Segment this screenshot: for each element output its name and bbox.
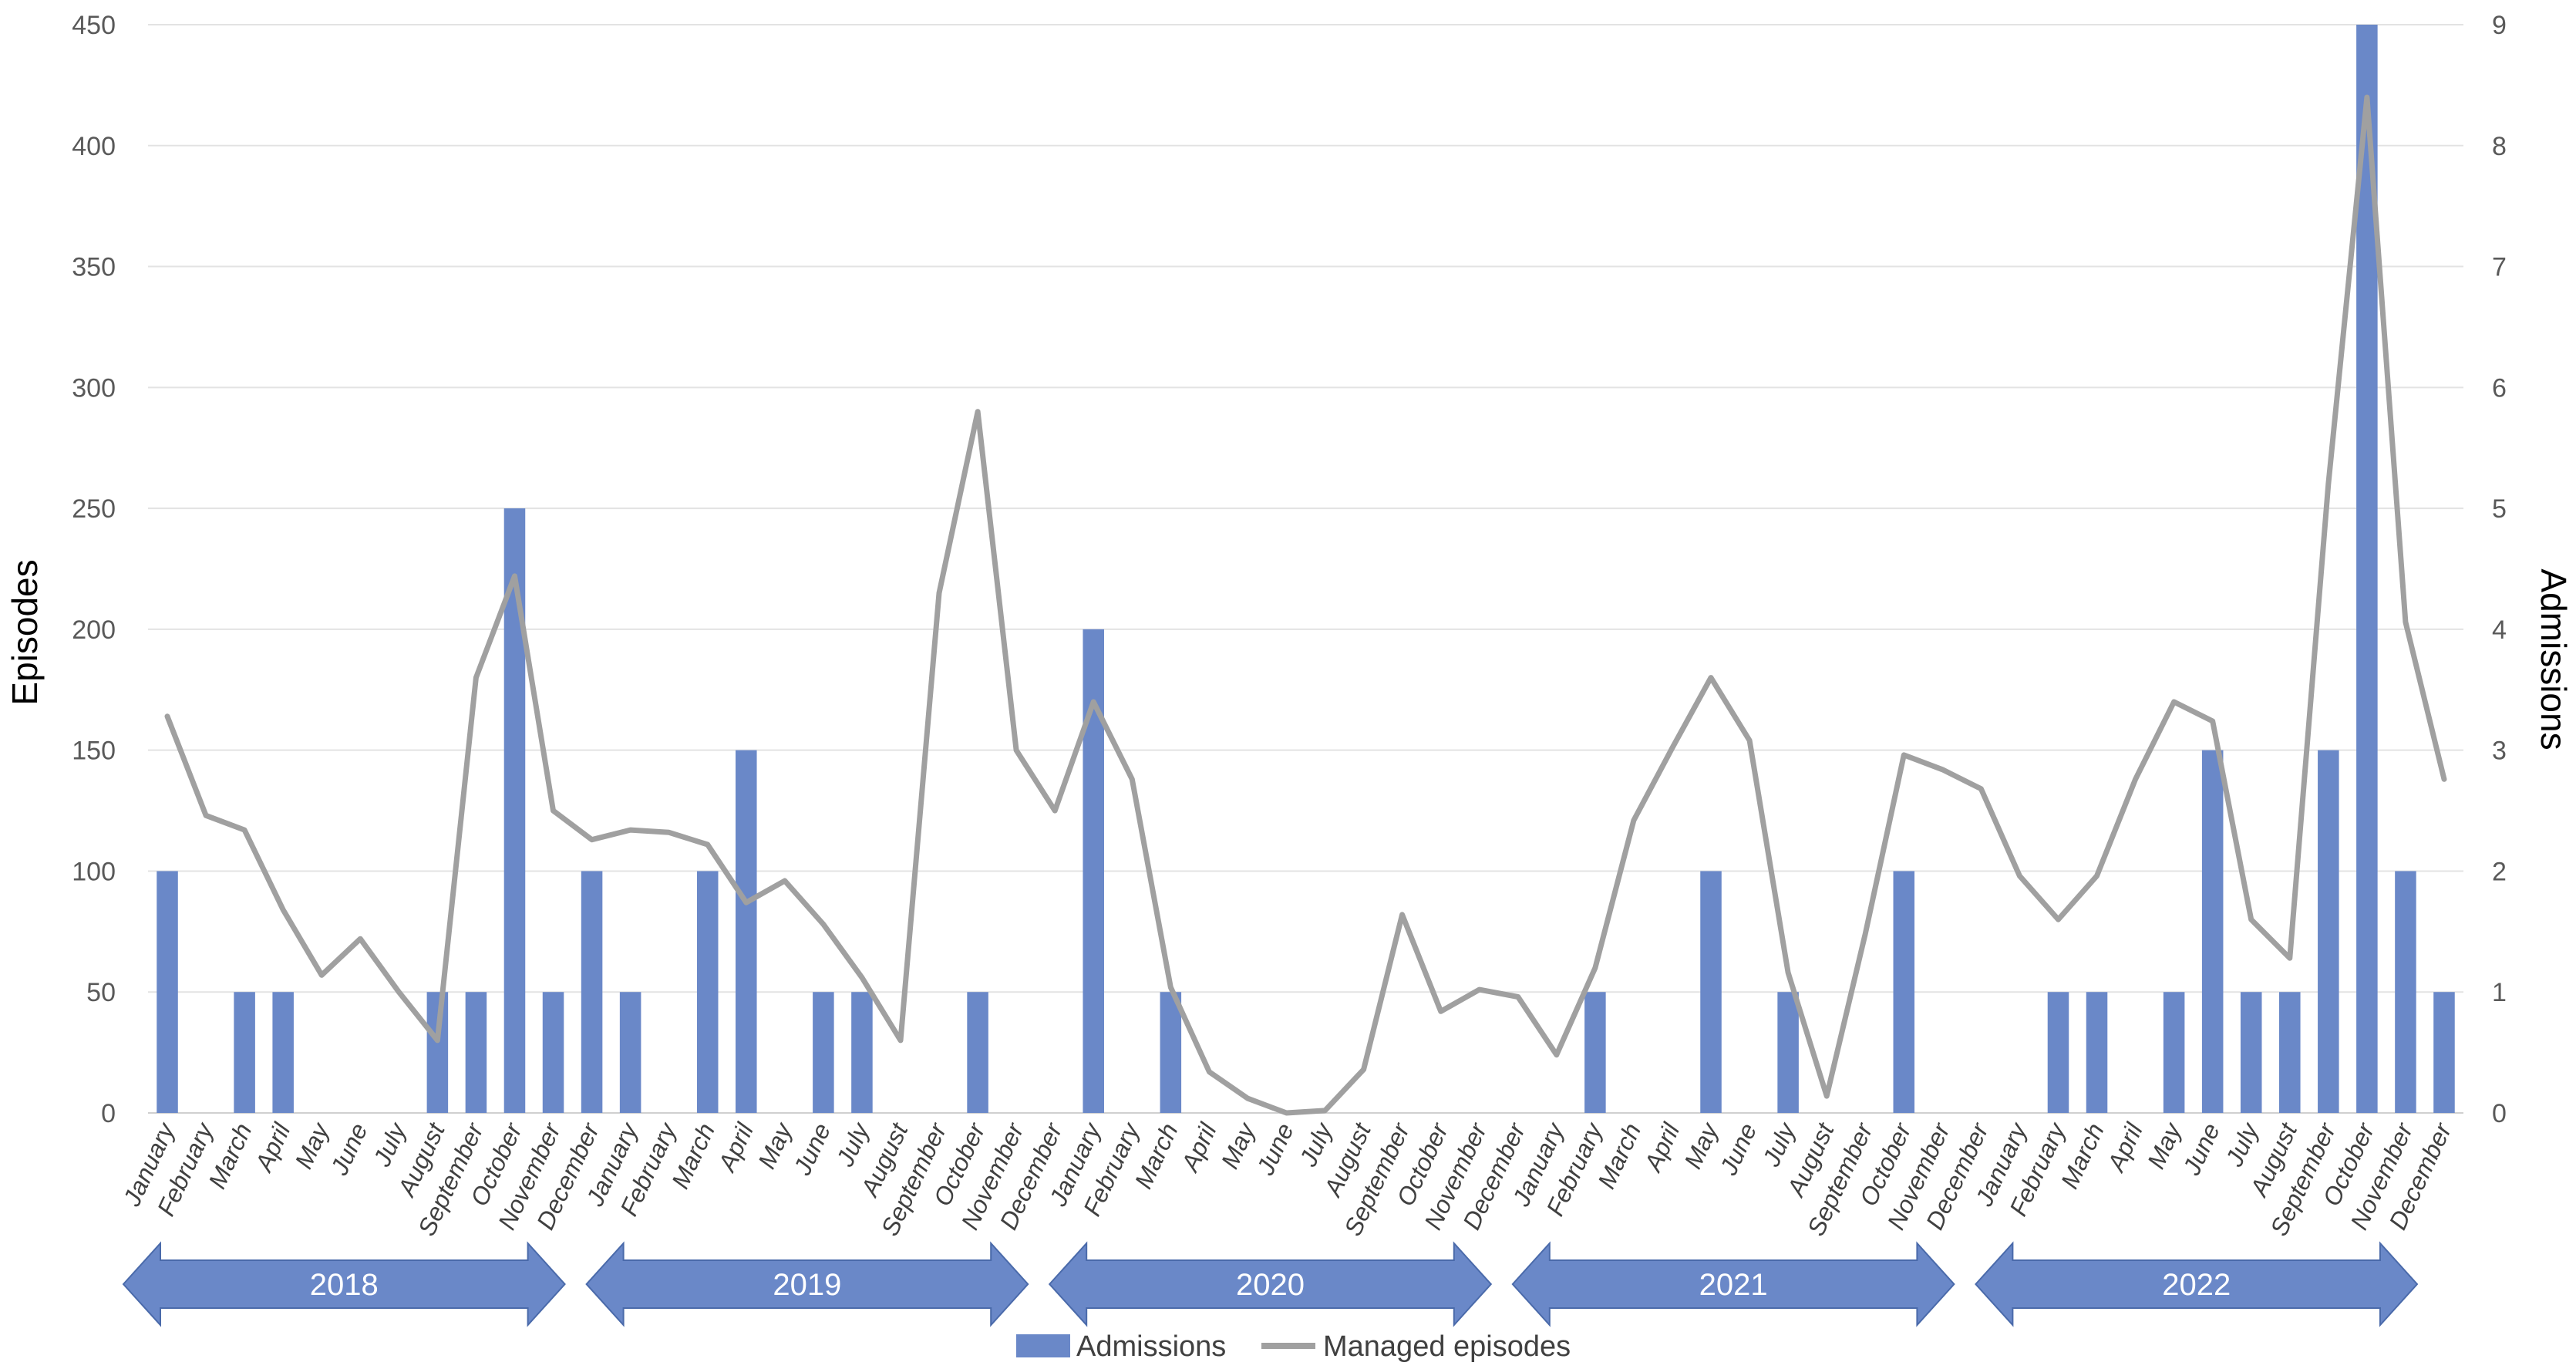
y-right-tick-label: 1: [2492, 978, 2507, 1007]
year-arrow: [1975, 1241, 2419, 1327]
month-tick-label: April: [1175, 1118, 1222, 1177]
y-left-axis-title: Episodes: [5, 559, 45, 705]
y-right-tick-label: 9: [2492, 11, 2507, 40]
gridlines: [148, 24, 2463, 1114]
admissions-bar: [426, 992, 449, 1113]
admissions-bar: [1584, 992, 1606, 1113]
legend-admissions-swatch: [1016, 1334, 1070, 1357]
month-tick-label: June: [1251, 1119, 1298, 1180]
y-right-tick-label: 3: [2492, 737, 2507, 766]
year-arrow: [1048, 1241, 1493, 1327]
y-left-tick-label: 350: [72, 253, 116, 282]
admissions-bar: [234, 992, 255, 1113]
y-left-tick-label: 50: [86, 978, 116, 1007]
y-right-tick-label: 5: [2492, 494, 2507, 524]
legend-admissions-label: Admissions: [1076, 1330, 1226, 1363]
admissions-bar: [542, 992, 564, 1113]
admissions-bars: [157, 25, 2455, 1113]
managed-episodes-line: [164, 94, 2447, 1116]
month-tick-label: June: [788, 1119, 836, 1180]
y-right-tick-label: 6: [2492, 373, 2507, 403]
admissions-bar: [581, 871, 603, 1113]
admissions-bar: [2279, 992, 2301, 1113]
month-tick-label: June: [1714, 1119, 1762, 1180]
year-arrows: 2018 2019 2020 2021 2022: [122, 1241, 2419, 1327]
admissions-bar: [2395, 871, 2416, 1113]
left-axis-ticks: 0 50 100 150 200 250 300 350 400 450: [72, 11, 116, 1128]
year-label: 2019: [773, 1268, 841, 1302]
admissions-bar: [619, 992, 641, 1113]
month-tick-label: April: [2101, 1118, 2148, 1177]
y-right-axis-title: Admissions: [2534, 568, 2574, 750]
year-arrow: [1511, 1241, 1955, 1327]
y-left-tick-label: 0: [101, 1099, 116, 1128]
admissions-bar: [967, 992, 988, 1113]
admissions-bar: [2318, 750, 2339, 1113]
month-tick-label: April: [249, 1118, 296, 1177]
year-label: 2020: [1236, 1268, 1305, 1302]
admissions-bar: [736, 750, 757, 1113]
month-tick-label: April: [1638, 1118, 1685, 1177]
admissions-bar: [2163, 992, 2185, 1113]
y-left-tick-label: 450: [72, 11, 116, 40]
admissions-bar: [2086, 992, 2108, 1113]
y-left-tick-label: 150: [72, 737, 116, 766]
year-label: 2021: [1699, 1268, 1768, 1302]
y-right-tick-label: 0: [2492, 1099, 2507, 1128]
admissions-bar: [2201, 750, 2224, 1113]
year-arrow: [585, 1241, 1029, 1327]
y-left-tick-label: 300: [72, 373, 116, 403]
admissions-bar: [2047, 992, 2069, 1113]
admissions-bar: [2433, 992, 2455, 1113]
y-left-tick-label: 100: [72, 857, 116, 886]
managed-episodes-series: [164, 94, 2447, 1116]
admissions-bar: [272, 992, 294, 1113]
year-arrow: [122, 1241, 566, 1327]
month-tick-label: June: [2177, 1119, 2225, 1180]
admissions-bar: [1893, 871, 1915, 1113]
admissions-bar: [696, 871, 719, 1113]
month-tick-label: June: [325, 1119, 372, 1180]
year-label: 2018: [310, 1268, 379, 1302]
month-labels: JanuaryFebruaryMarchAprilMayJuneJulyAugu…: [117, 1118, 2457, 1240]
y-right-tick-label: 7: [2492, 253, 2507, 282]
y-right-tick-label: 8: [2492, 132, 2507, 161]
legend-managed-label: Managed episodes: [1323, 1330, 1571, 1363]
admissions-bar: [465, 992, 487, 1113]
y-right-tick-label: 4: [2492, 615, 2507, 645]
y-left-tick-label: 200: [72, 615, 116, 645]
admissions-bar: [1700, 871, 1722, 1113]
admissions-bar: [813, 992, 834, 1113]
legend: Admissions Managed episodes: [1016, 1330, 1571, 1363]
admissions-bar: [1777, 992, 1799, 1113]
year-label: 2022: [2162, 1268, 2231, 1302]
y-left-tick-label: 250: [72, 494, 116, 524]
y-right-tick-label: 2: [2492, 857, 2507, 886]
admissions-bar: [2240, 992, 2262, 1113]
admissions-bar: [1160, 992, 1182, 1113]
month-tick-label: April: [712, 1118, 759, 1177]
right-axis-ticks: 0 1 2 3 4 5 6 7 8 9: [2492, 11, 2507, 1128]
admissions-bar: [157, 871, 178, 1113]
y-left-tick-label: 400: [72, 132, 116, 161]
admissions-bar: [851, 992, 873, 1113]
